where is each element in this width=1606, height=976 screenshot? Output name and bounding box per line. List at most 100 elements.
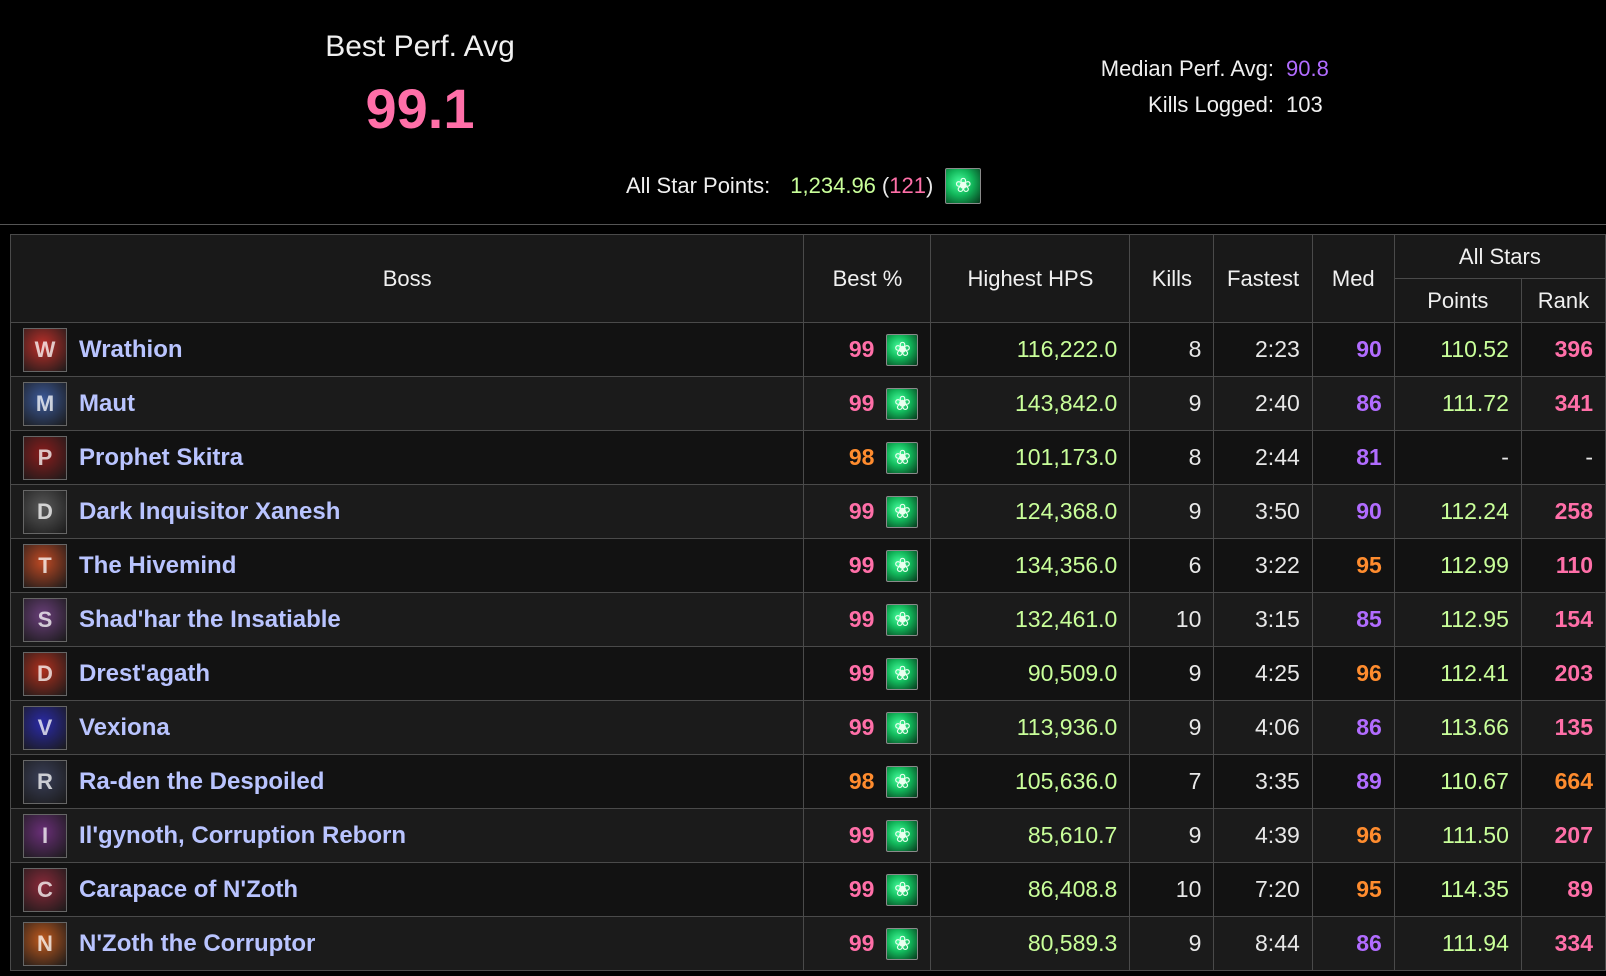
column-header-hps[interactable]: Highest HPS	[930, 234, 1131, 323]
kills-value: 6	[1129, 538, 1215, 593]
table-row[interactable]: V Vexiona 99 ❀ 113,936.0 9 4:06 86 113.66 135	[9, 700, 1606, 755]
table-row[interactable]: C Carapace of N'Zoth 99 ❀ 86,408.8 10 7:20 95 11…	[9, 862, 1606, 917]
column-header-kills[interactable]: Kills	[1129, 234, 1215, 323]
highest-hps-value[interactable]: 90,509.0	[930, 646, 1131, 701]
leaf-icon[interactable]: ❀	[886, 927, 919, 960]
table-row[interactable]: R Ra-den the Despoiled 98 ❀ 105,636.0 7 3:35 89…	[9, 754, 1606, 809]
leaf-icon[interactable]: ❀	[886, 549, 919, 582]
best-percent-value[interactable]: 99	[848, 822, 875, 848]
best-percent-cell: 99 ❀	[803, 592, 932, 647]
table-row[interactable]: D Drest'agath 99 ❀ 90,509.0 9 4:25 96 112.41 203	[9, 646, 1606, 701]
highest-hps-value[interactable]: 113,936.0	[930, 700, 1131, 755]
leaf-icon[interactable]: ❀	[886, 765, 919, 798]
best-percent-value[interactable]: 99	[848, 714, 875, 740]
fastest-value[interactable]: 4:06	[1213, 700, 1313, 755]
fastest-value[interactable]: 4:39	[1213, 808, 1313, 863]
leaf-icon[interactable]: ❀	[886, 711, 919, 744]
boss-name-link[interactable]: Wrathion	[79, 335, 183, 363]
leaf-icon[interactable]: ❀	[945, 168, 982, 204]
table-row[interactable]: N N'Zoth the Corruptor 99 ❀ 80,589.3 9 8:44 86 1…	[9, 916, 1606, 971]
boss-name-link[interactable]: Dark Inquisitor Xanesh	[79, 497, 341, 525]
column-header-boss[interactable]: Boss	[9, 234, 805, 323]
highest-hps-value[interactable]: 80,589.3	[930, 916, 1131, 971]
fastest-value[interactable]: 3:50	[1213, 484, 1313, 539]
boss-name-link[interactable]: The Hivemind	[79, 551, 237, 579]
highest-hps-value[interactable]: 116,222.0	[930, 322, 1131, 377]
boss-name-link[interactable]: Vexiona	[79, 713, 170, 741]
boss-name-link[interactable]: Maut	[79, 389, 135, 417]
boss-name-link[interactable]: N'Zoth the Corruptor	[79, 929, 316, 957]
leaf-icon[interactable]: ❀	[886, 819, 919, 852]
best-percent-value[interactable]: 99	[848, 876, 875, 902]
leaf-icon[interactable]: ❀	[886, 495, 919, 528]
table-row[interactable]: S Shad'har the Insatiable 99 ❀ 132,461.0 10 3:…	[9, 592, 1606, 647]
fastest-value[interactable]: 3:22	[1213, 538, 1313, 593]
table-row[interactable]: P Prophet Skitra 98 ❀ 101,173.0 8 2:44 81- -	[9, 430, 1606, 485]
all-star-points-cell: -	[1393, 430, 1522, 485]
column-header-med[interactable]: Med	[1311, 234, 1395, 323]
highest-hps-value[interactable]: 134,356.0	[930, 538, 1131, 593]
kills-value: 9	[1129, 808, 1215, 863]
fastest-value[interactable]: 8:44	[1213, 916, 1313, 971]
fastest-value[interactable]: 2:40	[1213, 376, 1313, 431]
boss-portrait-icon: V	[23, 705, 67, 750]
leaf-icon[interactable]: ❀	[886, 873, 919, 906]
median-perf-line: Median Perf. Avg: 90.8	[1096, 56, 1329, 82]
best-percent-value[interactable]: 99	[848, 390, 875, 416]
fastest-value[interactable]: 7:20	[1213, 862, 1313, 917]
highest-hps-value[interactable]: 105,636.0	[930, 754, 1131, 809]
best-percent-value[interactable]: 98	[848, 768, 875, 794]
column-header-best[interactable]: Best %	[803, 234, 932, 323]
column-header-fastest[interactable]: Fastest	[1213, 234, 1313, 323]
table-row[interactable]: W Wrathion 99 ❀ 116,222.0 8 2:23 90 110.52 396	[9, 322, 1606, 377]
highest-hps-value[interactable]: 85,610.7	[930, 808, 1131, 863]
boss-name-link[interactable]: Carapace of N'Zoth	[79, 875, 299, 903]
boss-portrait-icon: S	[23, 597, 67, 642]
boss-name-link[interactable]: Il'gynoth, Corruption Reborn	[79, 821, 406, 849]
highest-hps-value[interactable]: 143,842.0	[930, 376, 1131, 431]
boss-portrait-icon: M	[23, 381, 67, 426]
fastest-value[interactable]: 2:44	[1213, 430, 1313, 485]
leaf-icon[interactable]: ❀	[886, 603, 919, 636]
boss-name-link[interactable]: Shad'har the Insatiable	[79, 605, 341, 633]
best-percent-value[interactable]: 99	[848, 498, 875, 524]
all-star-rank-cell: 154	[1520, 592, 1606, 647]
highest-hps-value[interactable]: 86,408.8	[930, 862, 1131, 917]
highest-hps-value[interactable]: 124,368.0	[930, 484, 1131, 539]
highest-hps-value[interactable]: 101,173.0	[930, 430, 1131, 485]
boss-name-link[interactable]: Prophet Skitra	[79, 443, 244, 471]
leaf-icon[interactable]: ❀	[886, 333, 919, 366]
boss-name-link[interactable]: Drest'agath	[79, 659, 211, 687]
best-percent-value[interactable]: 99	[848, 552, 875, 578]
best-percent-value[interactable]: 98	[848, 444, 875, 470]
best-percent-value[interactable]: 99	[848, 606, 875, 632]
best-percent-value[interactable]: 99	[848, 930, 875, 956]
boss-cell: I Il'gynoth, Corruption Reborn	[9, 808, 805, 863]
leaf-icon[interactable]: ❀	[886, 441, 919, 474]
column-header-rank[interactable]: Rank	[1520, 278, 1606, 323]
table-row[interactable]: I Il'gynoth, Corruption Reborn 99 ❀ 85,610.7…	[9, 808, 1606, 863]
table-row[interactable]: D Dark Inquisitor Xanesh 99 ❀ 124,368.0 9 3:50…	[9, 484, 1606, 539]
kills-value: 7	[1129, 754, 1215, 809]
fastest-value[interactable]: 4:25	[1213, 646, 1313, 701]
table-row[interactable]: M Maut 99 ❀ 143,842.0 9 2:40 86 111.72 341	[9, 376, 1606, 431]
leaf-icon[interactable]: ❀	[886, 657, 919, 690]
leaf-icon[interactable]: ❀	[886, 387, 919, 420]
best-percent-value[interactable]: 99	[848, 336, 875, 362]
all-star-rank-cell: 207	[1520, 808, 1606, 863]
fastest-value[interactable]: 2:23	[1213, 322, 1313, 377]
boss-portrait-icon: D	[23, 651, 67, 696]
highest-hps-value[interactable]: 132,461.0	[930, 592, 1131, 647]
kills-value: 9	[1129, 916, 1215, 971]
fastest-value[interactable]: 3:35	[1213, 754, 1313, 809]
best-percent-value[interactable]: 99	[848, 660, 875, 686]
all-star-points-line: All Star Points: 1,234.96 (121) ❀	[626, 168, 982, 204]
table-row[interactable]: T The Hivemind 99 ❀ 134,356.0 6 3:22 95 112.99 11…	[9, 538, 1606, 593]
best-percent-cell: 99 ❀	[803, 916, 932, 971]
kills-value: 9	[1129, 646, 1215, 701]
boss-cell: V Vexiona	[9, 700, 805, 755]
all-star-paren-close: )	[925, 173, 934, 198]
fastest-value[interactable]: 3:15	[1213, 592, 1313, 647]
boss-name-link[interactable]: Ra-den the Despoiled	[79, 767, 325, 795]
column-header-points[interactable]: Points	[1393, 278, 1522, 323]
